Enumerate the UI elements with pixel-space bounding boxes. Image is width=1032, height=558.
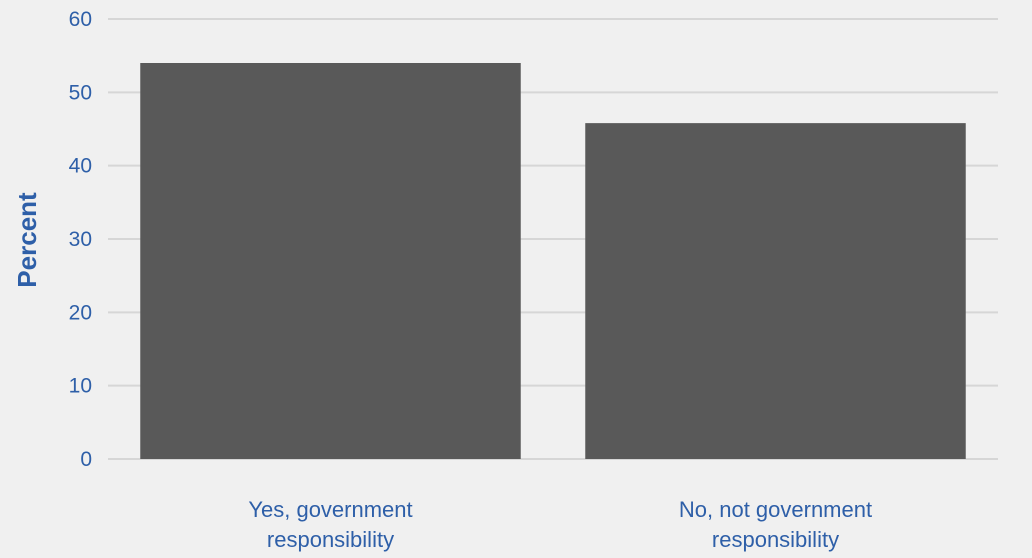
- x-category-label: Yes, government responsibility: [248, 497, 412, 552]
- y-axis-title: Percent: [12, 192, 42, 288]
- x-category-label-line: No, not government: [679, 497, 872, 522]
- x-category-label-line: responsibility: [712, 527, 839, 552]
- bar-yes: [140, 63, 521, 459]
- x-category-label-line: responsibility: [267, 527, 394, 552]
- y-tick-label: 60: [69, 8, 92, 31]
- y-tick-label: 20: [69, 301, 92, 324]
- x-category-label-line: Yes, government: [248, 497, 412, 522]
- y-tick-label: 30: [69, 228, 92, 251]
- x-category-label: No, not government responsibility: [679, 497, 872, 552]
- bars: [140, 63, 966, 459]
- y-tick-labels: 0 10 20 30 40 50 60: [69, 8, 92, 471]
- bar-no: [585, 123, 966, 459]
- y-tick-label: 40: [69, 155, 92, 178]
- y-tick-label: 50: [69, 81, 92, 104]
- y-tick-label: 0: [80, 448, 92, 471]
- y-tick-label: 10: [69, 375, 92, 398]
